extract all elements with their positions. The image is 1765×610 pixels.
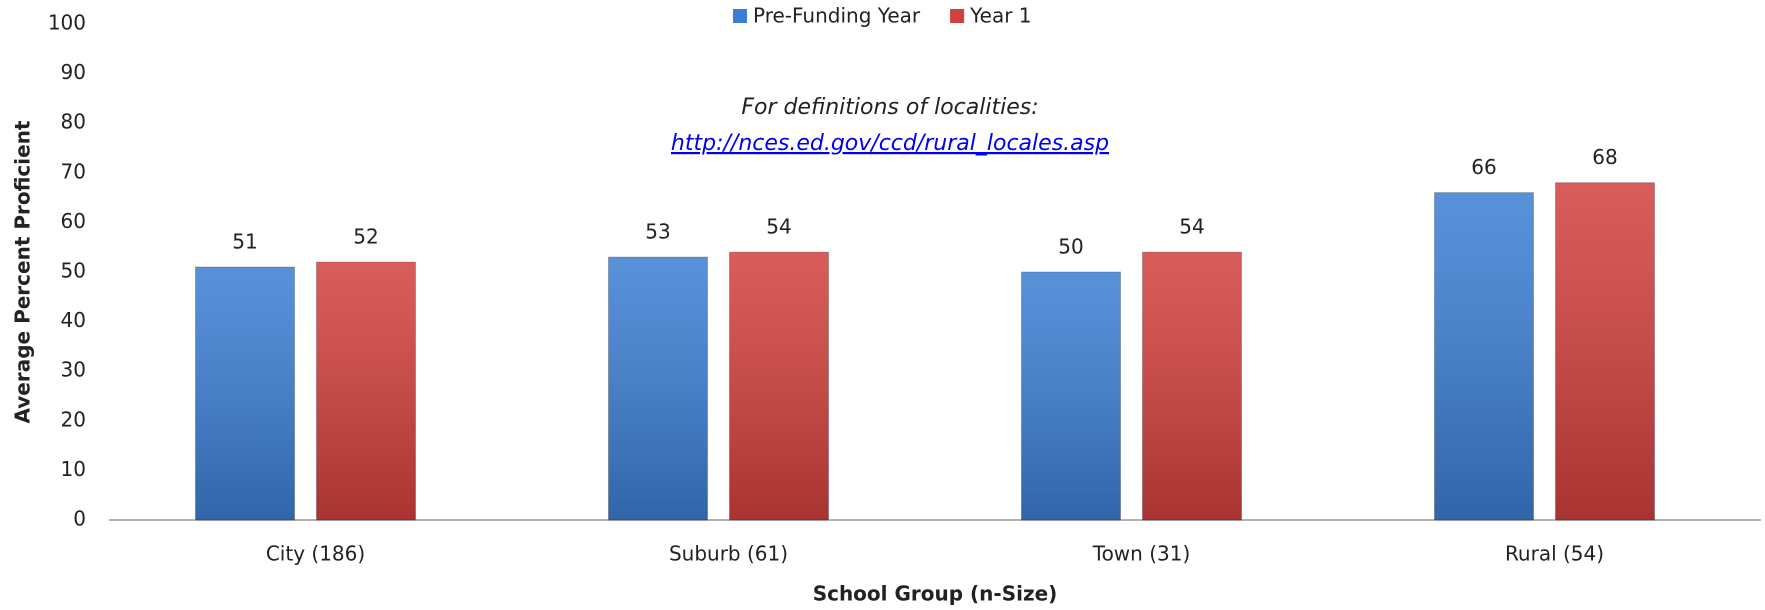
y-tick-label: 60: [61, 209, 86, 233]
x-tick-label: Rural (54): [1505, 542, 1604, 566]
data-label: 54: [1179, 215, 1204, 239]
bar: [195, 266, 295, 521]
legend-label: Year 1: [969, 4, 1031, 28]
y-tick-label: 90: [61, 60, 86, 84]
y-tick-label: 80: [61, 110, 86, 134]
data-label: 53: [645, 220, 670, 244]
data-label: 51: [232, 230, 257, 254]
bar: [1555, 182, 1655, 521]
annotation: For definitions of localities:: [741, 95, 1038, 120]
y-tick-label: 40: [61, 308, 86, 332]
data-label: 54: [766, 215, 791, 239]
legend-label: Pre-Funding Year: [753, 4, 921, 28]
y-tick-label: 10: [61, 457, 86, 481]
bar: [1434, 192, 1534, 521]
y-axis-label: Average Percent Proficient: [11, 120, 35, 423]
bar: [608, 256, 708, 521]
bar: [1021, 271, 1121, 521]
x-tick-label: Town (31): [1092, 542, 1191, 566]
data-label: 50: [1058, 235, 1083, 259]
annotation-link-text[interactable]: http://nces.ed.gov/ccd/rural_locales.asp: [671, 131, 1109, 156]
bar: [1142, 251, 1242, 521]
y-tick-label: 20: [61, 407, 86, 431]
annotation-link[interactable]: http://nces.ed.gov/ccd/rural_locales.asp: [671, 131, 1109, 156]
x-axis-label: School Group (n-Size): [813, 582, 1058, 606]
legend-swatch: [950, 9, 965, 23]
y-tick-label: 50: [61, 259, 86, 283]
bar: [316, 261, 416, 521]
bar: [729, 251, 829, 521]
x-tick-label: City (186): [266, 542, 365, 566]
x-tick-label: Suburb (61): [669, 542, 788, 566]
legend-swatch: [733, 9, 747, 23]
data-label: 66: [1471, 155, 1496, 179]
y-tick-label: 100: [48, 11, 86, 35]
y-tick-label: 70: [61, 159, 86, 183]
data-label: 52: [353, 225, 378, 249]
data-label: 68: [1592, 145, 1617, 169]
y-tick-label: 0: [73, 507, 86, 531]
y-tick-label: 30: [61, 358, 86, 382]
